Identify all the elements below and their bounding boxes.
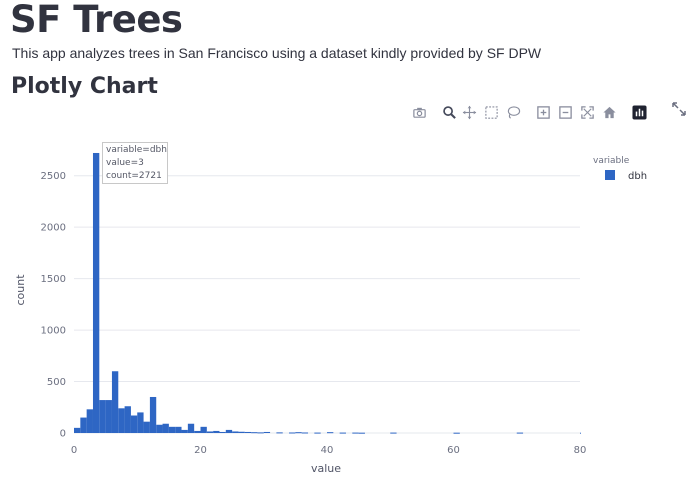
plotly-logo-icon[interactable]: [630, 103, 648, 121]
legend-label: dbh: [628, 171, 647, 182]
legend-swatch: [605, 170, 615, 180]
histogram-bar[interactable]: [181, 429, 188, 433]
histogram-bar[interactable]: [200, 426, 207, 433]
plotly-modebar: [410, 103, 650, 123]
histogram-bar[interactable]: [74, 427, 81, 433]
autoscale-icon[interactable]: [578, 103, 596, 121]
histogram-bar[interactable]: [580, 432, 581, 434]
histogram-bar[interactable]: [301, 432, 309, 434]
histogram-bar[interactable]: [194, 430, 201, 433]
histogram-bar[interactable]: [175, 426, 182, 433]
app-description: This app analyzes trees in San Francisco…: [12, 45, 542, 61]
histogram-bar[interactable]: [339, 432, 346, 434]
y-tick-label: 500: [47, 377, 66, 388]
y-axis-title: count: [14, 274, 27, 306]
histogram-bar[interactable]: [314, 432, 321, 434]
histogram-bar[interactable]: [257, 432, 264, 434]
histogram-bar[interactable]: [162, 423, 169, 433]
histogram-bar[interactable]: [118, 408, 125, 433]
pan-icon[interactable]: [460, 103, 478, 121]
histogram-bar[interactable]: [219, 431, 226, 433]
zoom-in-icon[interactable]: [534, 103, 552, 121]
y-tick-label: 2500: [41, 171, 66, 182]
histogram-bar[interactable]: [390, 432, 397, 434]
histogram-bar[interactable]: [92, 152, 100, 433]
lasso-select-icon[interactable]: [504, 103, 522, 121]
y-tick-label: 1500: [41, 274, 66, 285]
histogram-bar[interactable]: [251, 432, 258, 434]
histogram-bar[interactable]: [516, 432, 524, 434]
histogram-bar[interactable]: [105, 400, 112, 433]
y-tick-label: 2000: [41, 223, 66, 234]
tooltip-value: value=3: [106, 158, 144, 168]
histogram-bar[interactable]: [276, 432, 283, 434]
histogram-bar[interactable]: [137, 412, 144, 433]
histogram-bar[interactable]: [80, 417, 87, 433]
histogram-bar[interactable]: [130, 415, 138, 433]
x-tick-label: 80: [574, 445, 587, 456]
x-tick-label: 0: [71, 445, 77, 456]
hover-tooltip: variable=dbh value=3 count=2721: [102, 142, 168, 184]
reset-axes-icon[interactable]: [600, 103, 618, 121]
y-tick-label: 1000: [41, 326, 66, 337]
x-tick-label: 60: [447, 445, 460, 456]
histogram-bar[interactable]: [244, 431, 252, 433]
app-title: SF Trees: [10, 0, 183, 41]
histogram-bar[interactable]: [225, 429, 233, 433]
histogram-bar[interactable]: [86, 409, 93, 433]
legend: variable dbh: [593, 156, 647, 182]
histogram-bar[interactable]: [111, 371, 119, 433]
x-axis-title: value: [311, 462, 341, 475]
grid-lines: [74, 175, 580, 434]
histogram-bars[interactable]: [74, 152, 581, 434]
zoom-out-icon[interactable]: [556, 103, 574, 121]
histogram-bar[interactable]: [213, 430, 220, 433]
zoom-icon[interactable]: [440, 103, 458, 121]
histogram-bar[interactable]: [295, 432, 302, 434]
histogram-bar[interactable]: [289, 432, 296, 434]
histogram-bar[interactable]: [124, 406, 131, 433]
legend-item-dbh[interactable]: dbh: [605, 170, 647, 182]
histogram-bar[interactable]: [263, 431, 271, 433]
x-tick-label: 40: [321, 445, 334, 456]
camera-icon[interactable]: [410, 103, 428, 121]
tooltip-variable: variable=dbh: [106, 145, 167, 155]
histogram-bar[interactable]: [156, 424, 163, 433]
section-title: Plotly Chart: [11, 74, 158, 99]
histogram-bar[interactable]: [327, 432, 334, 434]
histogram-bar[interactable]: [187, 423, 195, 433]
histogram-bar[interactable]: [238, 431, 245, 433]
y-axis-ticks: 0 500 1000 1500 2000 2500: [41, 171, 66, 439]
x-tick-label: 20: [194, 445, 207, 456]
tooltip-count: count=2721: [106, 171, 162, 181]
histogram-chart: 0 20 40 60 80 0 500 1000 1500 2000 2500 value cou…: [14, 152, 647, 475]
histogram-bar[interactable]: [206, 431, 214, 433]
histogram-bar[interactable]: [453, 432, 460, 434]
x-axis-ticks: 0 20 40 60 80: [71, 445, 587, 456]
histogram-bar[interactable]: [352, 432, 359, 434]
histogram-bar[interactable]: [99, 400, 106, 433]
histogram-bar[interactable]: [232, 431, 239, 433]
legend-title: variable: [593, 156, 630, 166]
histogram-bar[interactable]: [168, 426, 176, 433]
histogram-bar[interactable]: [143, 421, 150, 433]
histogram-bar[interactable]: [149, 396, 157, 433]
box-select-icon[interactable]: [482, 103, 500, 121]
fullscreen-icon[interactable]: [670, 100, 688, 118]
y-tick-label: 0: [60, 429, 66, 440]
histogram-bar[interactable]: [358, 432, 365, 434]
